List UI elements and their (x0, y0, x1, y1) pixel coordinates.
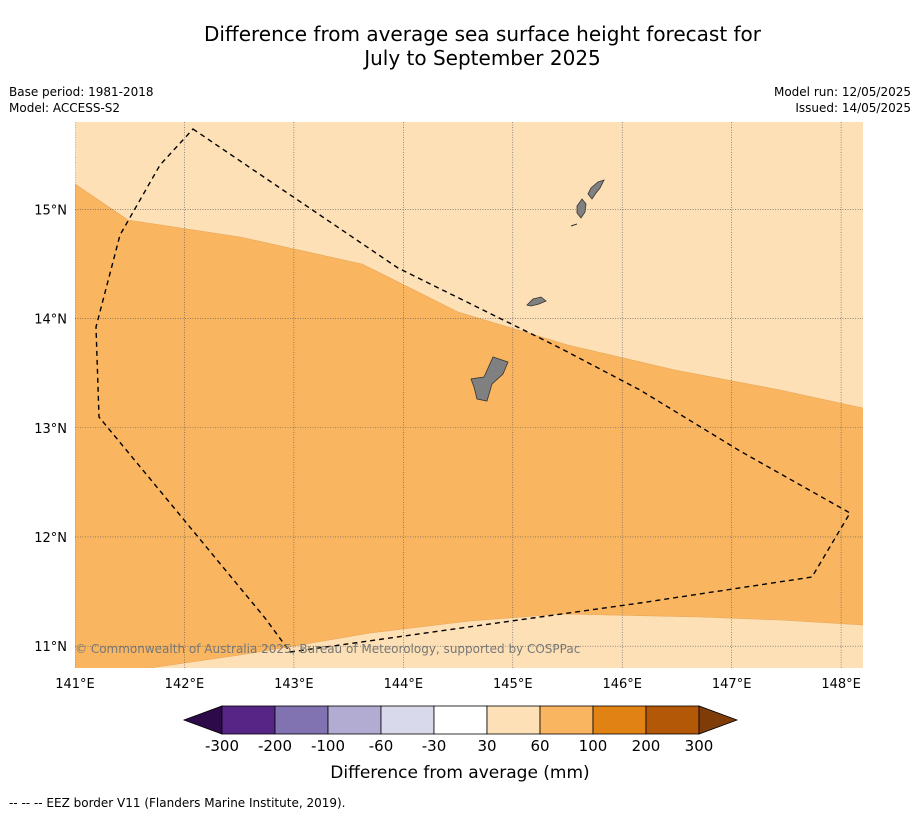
colorbar-tick-label: 300 (685, 737, 714, 755)
colorbar-tick-label: -100 (311, 737, 345, 755)
copyright-notice: © Commonwealth of Australia 2025, Bureau… (75, 642, 580, 656)
island-aguijan (570, 223, 578, 227)
lat-tick-label: 15°N (34, 203, 67, 218)
title-line-1: Difference from average sea surface heig… (203, 22, 762, 46)
colorbar-over-arrow (698, 705, 739, 735)
colorbar-tick-label: -200 (258, 737, 292, 755)
colorbar-tick-label: 60 (530, 737, 549, 755)
colorbar-tick-label: 30 (477, 737, 496, 755)
lon-tick-label: 147°E (712, 677, 752, 692)
lon-tick-label: 141°E (55, 677, 95, 692)
colorbar-tick-label: -30 (422, 737, 447, 755)
island-saipan (587, 179, 605, 200)
band-boundary-lower (149, 613, 863, 668)
colorbar-swatch (539, 705, 594, 735)
meta-right: Model run: 12/05/2025 Issued: 14/05/2025 (774, 84, 911, 116)
colorbar-swatch (327, 705, 382, 735)
colorbar-swatch (380, 705, 435, 735)
longitude-labels: 141°E 142°E 143°E 144°E 145°E 146°E 147°E 148°E (55, 677, 861, 692)
colorbar-tick-label: -300 (205, 737, 239, 755)
colorbar-tick-label: -60 (369, 737, 394, 755)
lon-tick-label: 145°E (493, 677, 533, 692)
colorbar: -300 -200 -100 -60 -30 30 60 100 200 300 (182, 705, 739, 755)
base-period: Base period: 1981-2018 (9, 85, 154, 99)
lat-tick-label: 12°N (34, 531, 67, 546)
issued-date: Issued: 14/05/2025 (795, 101, 911, 115)
eez-source-note: -- -- -- EEZ border V11 (Flanders Marine… (9, 796, 346, 810)
gridlines (75, 122, 863, 668)
colorbar-swatch (274, 705, 329, 735)
colorbar-swatch (592, 705, 647, 735)
colorbar-swatch (645, 705, 700, 735)
lat-tick-label: 11°N (34, 640, 67, 655)
chart-title: Difference from average sea surface heig… (0, 22, 919, 70)
island-rota (526, 296, 547, 307)
eez-border (95, 128, 851, 653)
map-area (75, 122, 863, 668)
band-60-100 (75, 184, 863, 668)
band-boundary-upper (75, 183, 863, 409)
colorbar-swatch (433, 705, 488, 735)
title-line-2: July to September 2025 (364, 46, 601, 70)
lon-tick-label: 146°E (602, 677, 642, 692)
lat-tick-label: 14°N (34, 313, 67, 328)
lon-tick-label: 144°E (384, 677, 424, 692)
lon-tick-label: 143°E (274, 677, 314, 692)
colorbar-under-arrow (182, 705, 223, 735)
island-tinian (576, 198, 587, 219)
lat-tick-label: 13°N (34, 422, 67, 437)
model-name: Model: ACCESS-S2 (9, 101, 121, 115)
island-guam (470, 356, 509, 402)
colorbar-tick-label: 100 (579, 737, 608, 755)
lon-tick-label: 148°E (821, 677, 861, 692)
meta-left: Base period: 1981-2018 Model: ACCESS-S2 (9, 84, 154, 116)
colorbar-label: Difference from average (mm) (330, 763, 589, 783)
colorbar-swatch (486, 705, 541, 735)
latitude-labels: 15°N 14°N 13°N 12°N 11°N (34, 203, 67, 655)
colorbar-swatch (221, 705, 276, 735)
lon-tick-label: 142°E (165, 677, 205, 692)
model-run: Model run: 12/05/2025 (773, 85, 911, 99)
colorbar-tick-label: 200 (632, 737, 661, 755)
